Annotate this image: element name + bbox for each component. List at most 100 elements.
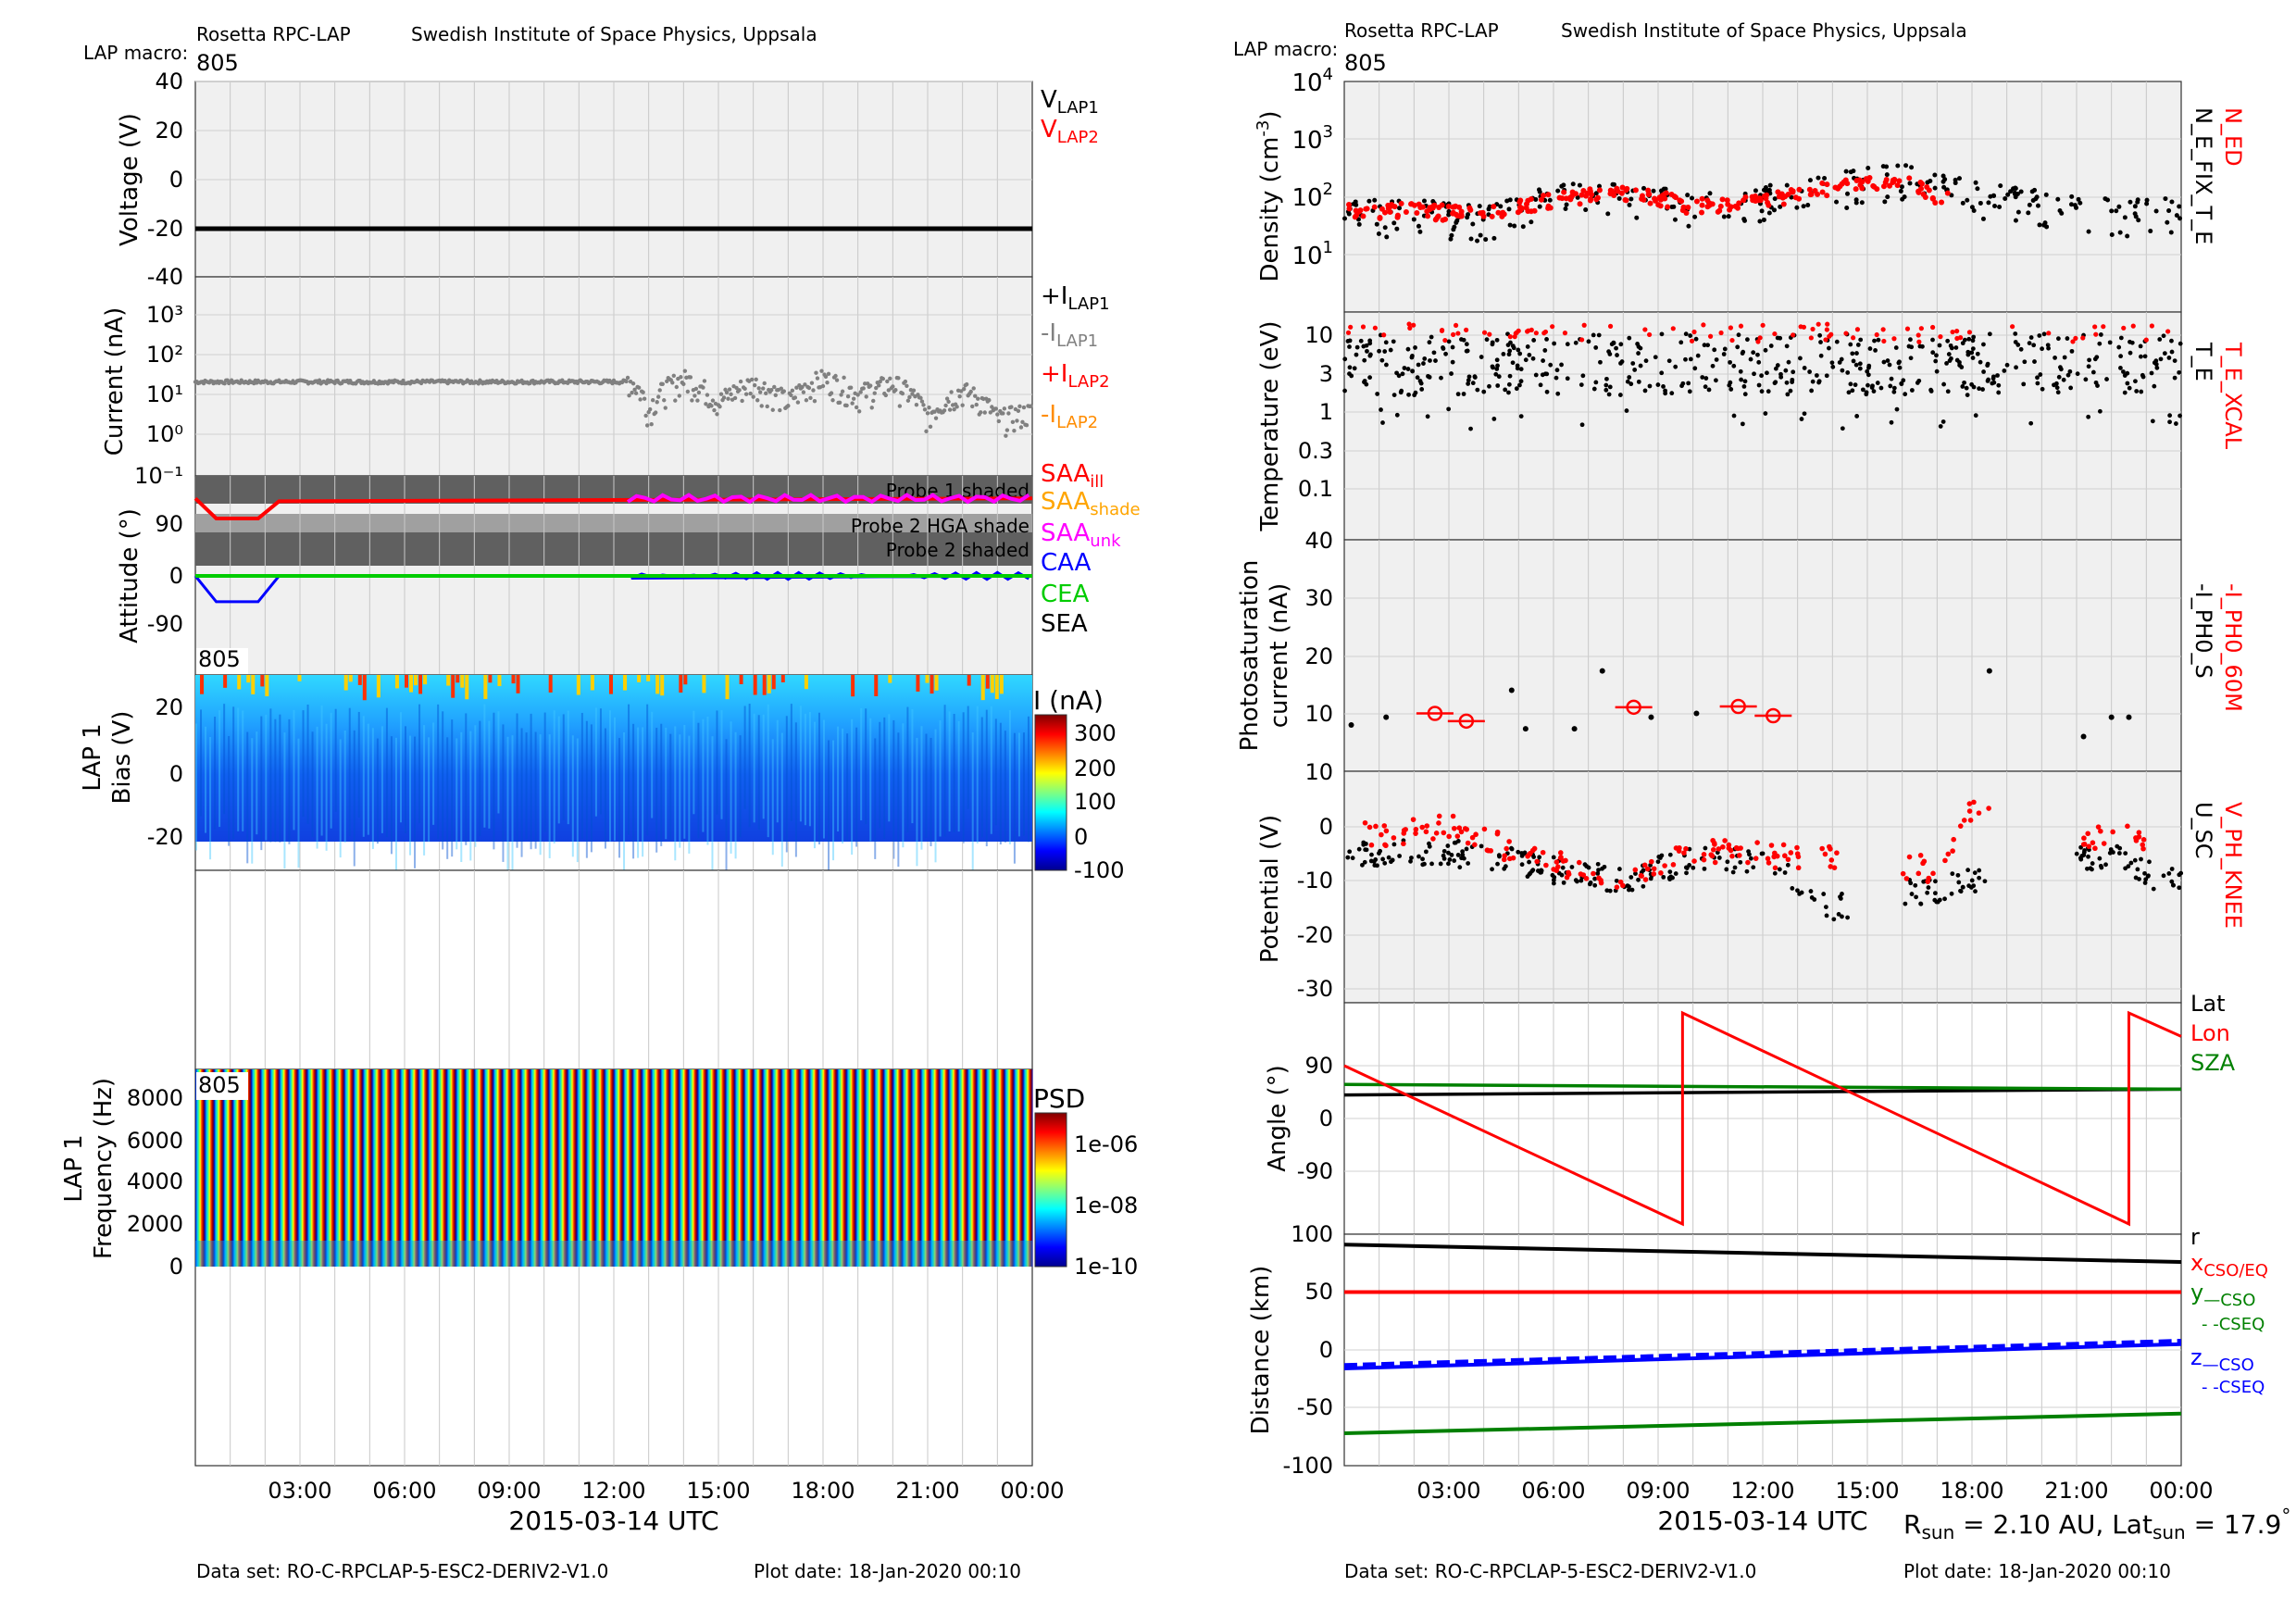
pot-red-point (2085, 831, 2091, 837)
bias-stripe (502, 724, 505, 862)
temp-point (2018, 346, 2024, 352)
temp-red-point (1738, 323, 1744, 329)
density-point (2013, 185, 2018, 191)
bias-stripe (734, 731, 737, 859)
current-point (833, 373, 838, 379)
current-point (779, 386, 783, 391)
pot-point (1932, 897, 1938, 903)
density-red-point (1882, 179, 1889, 185)
temp-point (1505, 343, 1511, 348)
current-point (970, 404, 975, 409)
current-point (670, 381, 675, 385)
density-red-point (1819, 189, 1826, 195)
temp-point (1683, 356, 1688, 362)
bias-stripe (469, 731, 472, 861)
density-point (2027, 202, 2032, 207)
x-tick-label: 09:00 (1626, 1478, 1690, 1504)
temp-point (1464, 342, 1469, 347)
current-point (850, 401, 855, 406)
density-tick: 103 (1292, 122, 1333, 155)
pot-red-point (1413, 831, 1418, 836)
pot-tick: 0 (1319, 814, 1333, 840)
temp-point (1527, 352, 1532, 357)
bias-stripe (660, 723, 663, 846)
temp-point (1591, 386, 1597, 392)
temp-point (1427, 340, 1432, 345)
temp-red-point (1728, 325, 1734, 331)
density-red-point (1807, 192, 1814, 198)
psd-column (316, 1069, 327, 1267)
temp-point (1468, 426, 1473, 431)
density-red-point (1679, 207, 1686, 214)
psd-column (642, 1069, 652, 1267)
density-point (1651, 188, 1656, 194)
pot-red-point (1454, 833, 1461, 839)
bias-stripe (195, 723, 197, 851)
legend-z-cso: z—CSO (2190, 1344, 2254, 1375)
temp-point (1786, 359, 1791, 365)
temp-point (1759, 373, 1765, 379)
temp-point (1854, 414, 1860, 418)
current-point (848, 385, 854, 390)
temp-point (1930, 337, 1935, 343)
legend-sza: SZA (2190, 1050, 2236, 1076)
temp-point (1441, 345, 1445, 350)
temp-point (1966, 336, 1972, 342)
bias-hot (888, 675, 892, 683)
temp-red-point (1439, 328, 1445, 333)
photo-tick: 10 (1304, 701, 1333, 727)
legend-sea: SEA (1041, 610, 1088, 638)
psd-column (195, 1069, 206, 1267)
density-point (1686, 223, 1691, 229)
temp-red-point (1851, 335, 1856, 341)
temp-point (1878, 385, 1884, 391)
density-point (2078, 200, 2083, 206)
bias-stripe (246, 731, 249, 864)
density-point (2076, 196, 2081, 202)
density-point (2013, 218, 2018, 223)
density-red-point (1623, 197, 1629, 204)
pot-point (1971, 883, 1977, 889)
density-point (1932, 185, 1938, 191)
density-red-point (1593, 196, 1600, 203)
temp-point (1413, 345, 1417, 350)
temp-point (1494, 367, 1500, 371)
bias-stripe (232, 706, 235, 840)
pot-point (1382, 860, 1388, 866)
pot-red-point (1780, 842, 1787, 848)
temp-red-point (1930, 324, 1936, 331)
left-institute: Swedish Institute of Space Physics, Upps… (411, 23, 817, 45)
temp-point (1375, 392, 1380, 396)
temp-point (1367, 338, 1373, 344)
bias-stripe (242, 710, 244, 831)
bias-stripe (390, 736, 393, 855)
current-point (1024, 423, 1029, 428)
temp-point (1410, 369, 1415, 374)
temp-point (1446, 406, 1452, 412)
attitude-tick: 0 (169, 563, 183, 589)
temp-red-point (2010, 324, 2015, 330)
current-point (773, 393, 778, 397)
temp-point (1412, 393, 1417, 398)
bias-stripe (860, 707, 863, 821)
temp-point (2097, 408, 2103, 414)
empty-panel (194, 869, 1033, 1070)
temp-point (1614, 345, 1618, 351)
bias-stripe (832, 740, 835, 861)
current-point (704, 402, 708, 406)
psd-column (614, 1069, 624, 1267)
pot-red-point (1441, 830, 1447, 836)
pot-point (1730, 869, 1736, 875)
current-point (885, 379, 890, 384)
bias-hot (762, 675, 767, 695)
temp-point (1466, 374, 1472, 380)
current-point (837, 400, 842, 406)
pot-point (2099, 865, 2104, 870)
temp-point (1775, 335, 1780, 341)
density-red-point (1556, 194, 1563, 201)
temp-point (1655, 382, 1661, 387)
pot-red-point (1456, 825, 1463, 831)
psd-column (576, 1069, 587, 1267)
pot-point (1956, 880, 1962, 885)
current-point (755, 398, 760, 403)
